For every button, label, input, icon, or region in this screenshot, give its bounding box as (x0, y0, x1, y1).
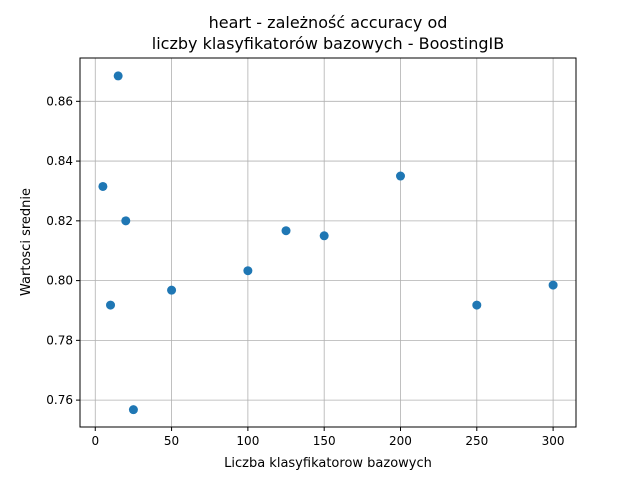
y-axis-label: Wartosci srednie (19, 188, 34, 296)
scatter-point (167, 285, 177, 295)
chart-title-line-1: heart - zależność accuracy od (209, 13, 448, 32)
x-tick-label: 150 (313, 434, 336, 448)
x-axis-label: Liczba klasyfikatorow bazowych (224, 456, 432, 471)
point-layer (98, 71, 558, 415)
scatter-point (113, 71, 123, 81)
y-tick-label: 0.86 (46, 94, 73, 108)
scatter-point (128, 405, 138, 415)
y-tick-label: 0.76 (46, 393, 73, 407)
scatter-point (319, 231, 329, 241)
y-tick-label: 0.82 (46, 214, 73, 228)
scatter-point (472, 300, 482, 310)
scatter-point (395, 171, 405, 181)
y-tick-label: 0.80 (46, 274, 73, 288)
grid-layer (80, 58, 576, 427)
scatter-point (281, 226, 291, 236)
scatter-point (98, 181, 108, 191)
x-tick-label: 100 (236, 434, 259, 448)
chart-title-line-2: liczby klasyfikatorów bazowych - Boostin… (152, 34, 504, 53)
y-tick-label: 0.78 (46, 333, 73, 347)
y-tick-label: 0.84 (46, 154, 73, 168)
plot-frame (79, 57, 577, 428)
x-tick-label: 300 (542, 434, 565, 448)
x-tick-label: 200 (389, 434, 412, 448)
x-tick-label: 250 (465, 434, 488, 448)
x-tick-label: 50 (164, 434, 179, 448)
scatter-point (121, 216, 131, 226)
scatter-point (106, 300, 116, 310)
tick-layer: 0 50 100 150 200 250 300 0.76 0.78 0.80 0.82 0.84 0.… (46, 94, 564, 448)
x-tick-label: 0 (91, 434, 99, 448)
scatter-point (243, 266, 253, 276)
scatter-point (548, 280, 558, 290)
